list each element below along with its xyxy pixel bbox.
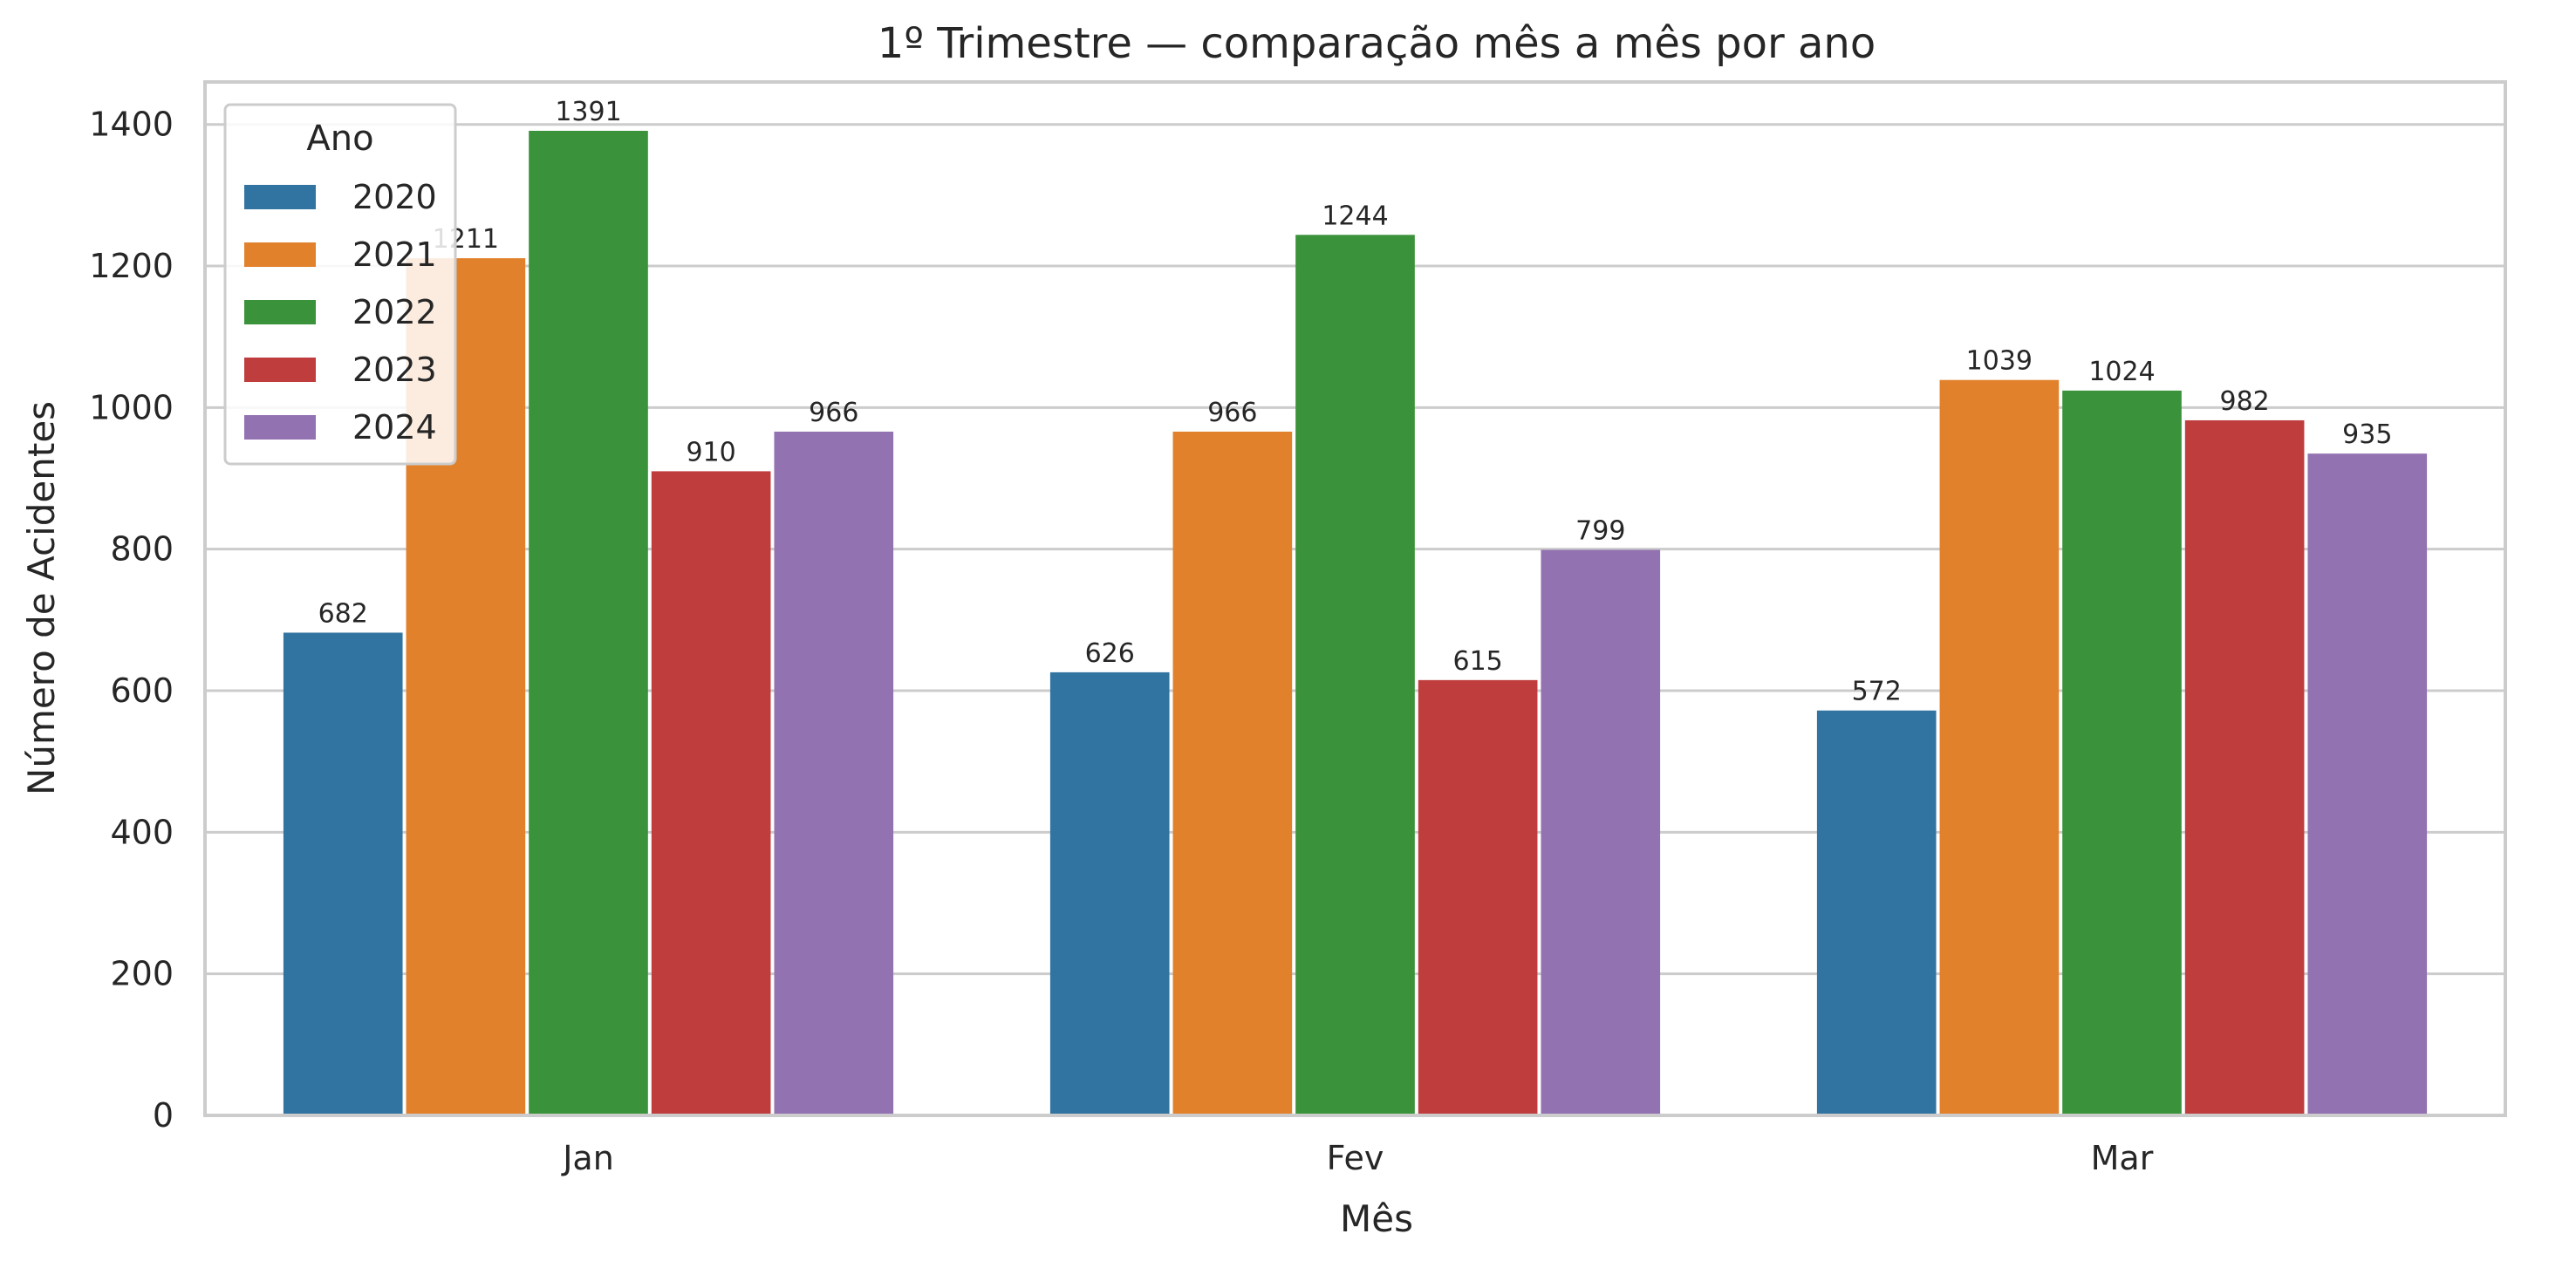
chart-title: 1º Trimestre — comparação mês a mês por …: [878, 19, 1876, 68]
bar-value-label: 1039: [1966, 346, 2033, 377]
bar: [1816, 710, 1937, 1115]
bar: [1418, 679, 1538, 1115]
bar-value-label: 626: [1085, 638, 1135, 669]
y-tick-label: 1000: [89, 388, 174, 426]
legend-label: 2020: [352, 178, 437, 216]
legend-title: Ano: [306, 119, 373, 159]
bar: [1172, 431, 1293, 1116]
y-tick-label: 600: [110, 671, 174, 710]
bar: [651, 471, 771, 1115]
bar: [1541, 549, 1661, 1115]
x-tick-label: Jan: [561, 1139, 614, 1177]
x-tick-label: Fev: [1327, 1139, 1384, 1177]
y-tick-label: 800: [110, 530, 174, 569]
bar-value-label: 966: [1207, 398, 1257, 428]
bar-value-label: 910: [687, 437, 736, 467]
bar-value-label: 1244: [1322, 201, 1388, 231]
bar-value-label: 1024: [2088, 357, 2155, 387]
legend-swatch: [244, 358, 316, 382]
bar-value-label: 572: [1852, 677, 1902, 707]
bar-value-label: 682: [318, 598, 368, 629]
bar: [1295, 235, 1415, 1115]
bar-value-label: 935: [2342, 419, 2392, 450]
bar: [1049, 671, 1170, 1115]
legend: Ano 2020 2021 2022 2023 2024: [223, 103, 457, 466]
legend-swatch: [244, 300, 316, 324]
bar-value-label: 1391: [555, 97, 621, 127]
legend-swatch: [244, 415, 316, 440]
bar-value-label: 615: [1453, 646, 1503, 677]
y-tick-label: 200: [110, 955, 174, 993]
x-axis-label: Mês: [1340, 1197, 1413, 1240]
bar: [774, 431, 894, 1116]
legend-label: 2023: [352, 351, 437, 389]
bar-value-label: 799: [1575, 515, 1625, 546]
bars: [283, 131, 2428, 1116]
legend-label: 2024: [352, 408, 437, 447]
bar: [283, 632, 403, 1115]
bar-value-label: 982: [2220, 386, 2270, 417]
bar-value-label: 966: [809, 398, 858, 428]
bar: [1939, 379, 2060, 1116]
bar: [2184, 419, 2305, 1115]
legend-swatch: [244, 185, 316, 209]
y-tick-label: 400: [110, 813, 174, 851]
y-axis-label: Número de Acidentes: [20, 401, 63, 795]
bar: [2062, 390, 2182, 1115]
x-tick-label: Mar: [2091, 1139, 2154, 1177]
y-tick-label: 1200: [89, 247, 174, 285]
bar: [529, 131, 648, 1115]
legend-label: 2022: [352, 293, 437, 331]
y-tick-label: 1400: [89, 106, 174, 144]
legend-swatch: [244, 242, 316, 267]
legend-items: 2020 2021 2022 2023 2024: [244, 178, 437, 447]
y-tick-label: 0: [153, 1096, 174, 1135]
plot-frame: [203, 80, 2507, 1117]
axis-ticks: 0 200 400 600 800 1000 1200 1400 Jan Fev Mar: [89, 106, 2153, 1177]
bar: [2307, 453, 2428, 1115]
legend-label: 2021: [352, 235, 437, 274]
